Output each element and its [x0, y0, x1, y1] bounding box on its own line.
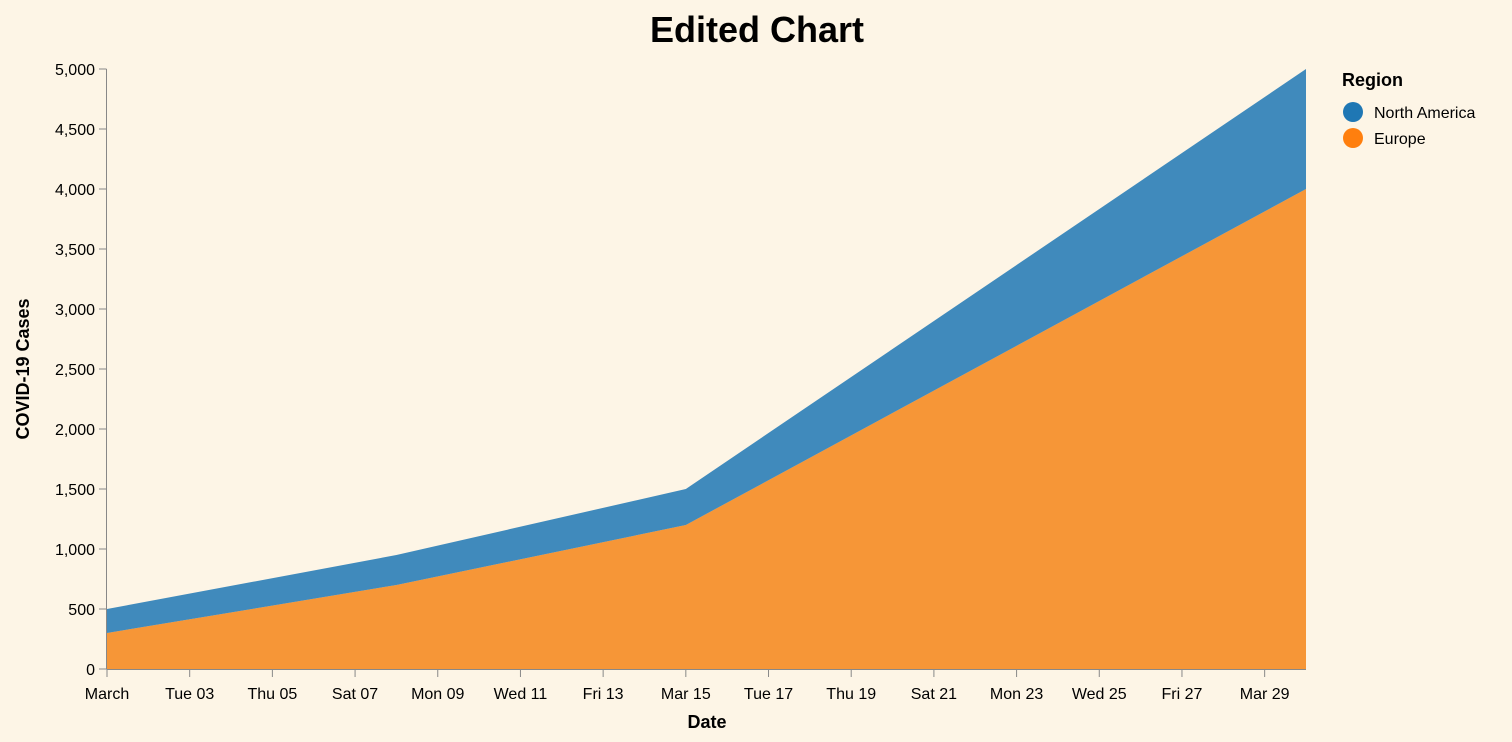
x-tick-label: March — [85, 686, 129, 703]
y-tick-label: 1,000 — [55, 542, 95, 559]
legend-label: North America — [1374, 105, 1475, 122]
y-axis-title: COVID-19 Cases — [13, 298, 33, 439]
x-axis-title: Date — [687, 712, 726, 732]
x-tick-label: Tue 03 — [165, 686, 214, 703]
y-tick-label: 1,500 — [55, 482, 95, 499]
x-tick-label: Mon 23 — [990, 686, 1043, 703]
x-tick-label: Fri 27 — [1162, 686, 1203, 703]
y-tick-label: 500 — [68, 602, 95, 619]
y-tick-label: 4,000 — [55, 182, 95, 199]
area-series-europe — [107, 189, 1306, 669]
y-tick-label: 2,000 — [55, 422, 95, 439]
legend-swatch — [1343, 102, 1363, 122]
legend: Region North America Europe — [1342, 70, 1475, 148]
x-tick-label: Thu 19 — [826, 686, 876, 703]
x-tick-label: Tue 17 — [744, 686, 793, 703]
y-tick-label: 2,500 — [55, 362, 95, 379]
x-tick-label: Wed 25 — [1072, 686, 1127, 703]
x-tick-label: Fri 13 — [583, 686, 624, 703]
legend-label: Europe — [1374, 131, 1426, 148]
y-tick-label: 3,000 — [55, 302, 95, 319]
plot-area — [107, 69, 1306, 669]
x-tick-label: Sat 21 — [911, 686, 957, 703]
x-tick-label: Mon 09 — [411, 686, 464, 703]
chart-title: Edited Chart — [650, 9, 864, 50]
y-tick-label: 0 — [86, 662, 95, 679]
legend-title: Region — [1342, 70, 1403, 90]
x-tick-label: Wed 11 — [494, 686, 548, 703]
x-tick-label: Sat 07 — [332, 686, 378, 703]
legend-swatch — [1343, 128, 1363, 148]
x-tick-label: Mar 29 — [1240, 686, 1290, 703]
y-tick-label: 5,000 — [55, 62, 95, 79]
x-tick-label: Thu 05 — [247, 686, 297, 703]
x-axis: March Tue 03 Thu 05 Sat 07 Mon 09 Wed 11 Fri 1… — [85, 669, 1306, 703]
x-tick-label: Mar 15 — [661, 686, 711, 703]
y-axis: 0 500 1,000 1,500 2,000 2,500 3,000 3,500 4,000 4… — [55, 62, 107, 679]
y-tick-label: 4,500 — [55, 122, 95, 139]
y-tick-label: 3,500 — [55, 242, 95, 259]
